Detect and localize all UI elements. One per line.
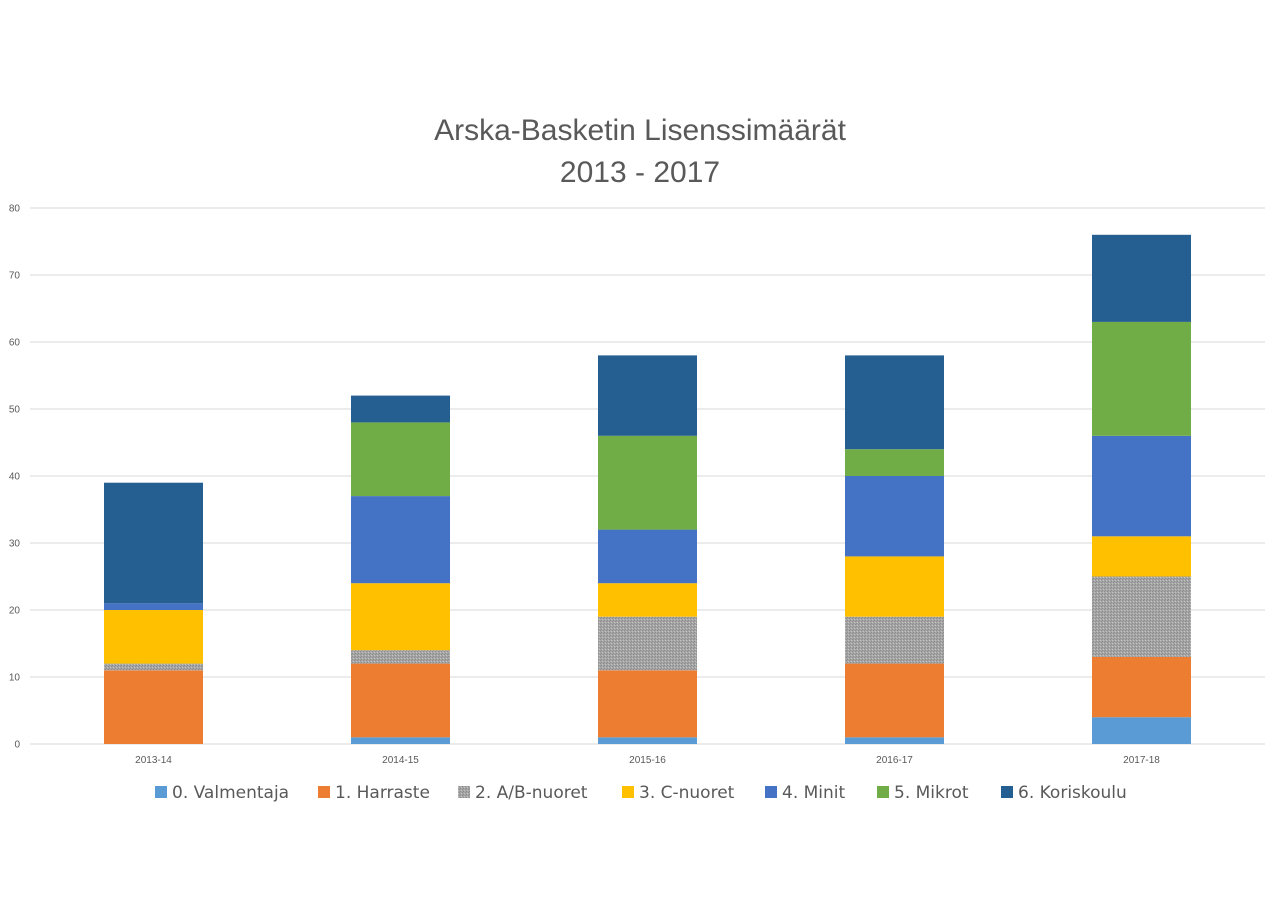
y-tick-label: 40 bbox=[9, 472, 21, 483]
legend-item: 3. C-nuoret bbox=[622, 783, 735, 803]
legend-item: 0. Valmentaja bbox=[155, 783, 289, 803]
bar-segment bbox=[1092, 717, 1191, 744]
bar-segment bbox=[104, 663, 203, 671]
bar-segment bbox=[104, 482, 203, 604]
bar-segment bbox=[351, 737, 450, 744]
bar-segment bbox=[845, 556, 944, 617]
bar-segment bbox=[1092, 656, 1191, 718]
legend-label: 0. Valmentaja bbox=[172, 783, 289, 803]
bar-segment bbox=[351, 650, 450, 664]
legend-swatch bbox=[765, 786, 777, 798]
bar-segment bbox=[845, 449, 944, 476]
bar-segment bbox=[598, 529, 697, 584]
legend-swatch bbox=[155, 786, 167, 798]
legend-label: 2. A/B-nuoret bbox=[475, 783, 588, 803]
legend-item: 5. Mikrot bbox=[877, 783, 969, 803]
legend-swatch bbox=[877, 786, 889, 798]
bar-segment bbox=[351, 496, 450, 584]
legend-swatch bbox=[318, 786, 330, 798]
legend-label: 4. Minit bbox=[782, 783, 846, 803]
legend: 0. Valmentaja 1. Harraste 2. A/B-nuoret 3. … bbox=[155, 783, 1127, 803]
x-tick-label: 2013-14 bbox=[135, 755, 172, 766]
x-tick-label: 2017-18 bbox=[1123, 755, 1160, 766]
legend-item: 1. Harraste bbox=[318, 783, 430, 803]
bar-segment bbox=[598, 435, 697, 530]
x-tick-label: 2014-15 bbox=[382, 755, 419, 766]
y-tick-label: 60 bbox=[9, 338, 21, 349]
legend-label: 3. C-nuoret bbox=[639, 783, 735, 803]
bar-segment bbox=[104, 610, 203, 664]
bar-segment bbox=[845, 663, 944, 738]
bar-segment bbox=[351, 583, 450, 651]
y-axis-ticks: 0 10 20 30 40 50 60 70 80 bbox=[9, 204, 21, 751]
bar-segment bbox=[845, 355, 944, 450]
bar-stack bbox=[1092, 234, 1191, 744]
y-tick-label: 30 bbox=[9, 539, 21, 550]
y-tick-label: 80 bbox=[9, 204, 21, 215]
legend-item: 6. Koriskoulu bbox=[1001, 783, 1127, 803]
chart-title: Arska-Basketin Lisenssimäärät bbox=[434, 114, 846, 147]
bar-segment bbox=[351, 663, 450, 738]
bar-segment bbox=[598, 616, 697, 671]
y-tick-label: 20 bbox=[9, 606, 21, 617]
bar-stack bbox=[104, 482, 203, 744]
bar-segment bbox=[104, 603, 203, 610]
bar-segment bbox=[1092, 321, 1191, 436]
bar-segment bbox=[1092, 435, 1191, 537]
bar-segment bbox=[598, 737, 697, 744]
legend-label: 6. Koriskoulu bbox=[1018, 783, 1127, 803]
y-tick-label: 0 bbox=[14, 740, 20, 751]
bar-segment bbox=[351, 422, 450, 497]
bar-segment bbox=[351, 395, 450, 423]
x-axis-ticks: 2013-14 2014-15 2015-16 2016-17 2017-18 bbox=[135, 755, 1160, 766]
x-tick-label: 2016-17 bbox=[876, 755, 913, 766]
bar-segment bbox=[845, 616, 944, 664]
bar-stack bbox=[351, 395, 450, 744]
legend-item: 2. A/B-nuoret bbox=[458, 783, 588, 803]
legend-label: 5. Mikrot bbox=[894, 783, 969, 803]
x-tick-label: 2015-16 bbox=[629, 755, 666, 766]
legend-item: 4. Minit bbox=[765, 783, 846, 803]
y-tick-label: 70 bbox=[9, 271, 21, 282]
legend-swatch bbox=[458, 786, 470, 798]
bar-stack bbox=[845, 355, 944, 744]
bars bbox=[104, 234, 1191, 744]
legend-label: 1. Harraste bbox=[335, 783, 430, 803]
y-tick-label: 10 bbox=[9, 673, 21, 684]
legend-swatch bbox=[622, 786, 634, 798]
bar-segment bbox=[845, 476, 944, 557]
y-tick-label: 50 bbox=[9, 405, 21, 416]
bar-segment bbox=[104, 670, 203, 744]
bar-segment bbox=[598, 583, 697, 617]
bar-segment bbox=[1092, 576, 1191, 657]
legend-swatch bbox=[1001, 786, 1013, 798]
bar-stack bbox=[598, 355, 697, 744]
bar-segment bbox=[598, 670, 697, 738]
bar-segment bbox=[598, 355, 697, 436]
chart-subtitle: 2013 - 2017 bbox=[560, 156, 720, 189]
bar-segment bbox=[1092, 536, 1191, 577]
bar-segment bbox=[845, 737, 944, 744]
bar-segment bbox=[1092, 234, 1191, 322]
